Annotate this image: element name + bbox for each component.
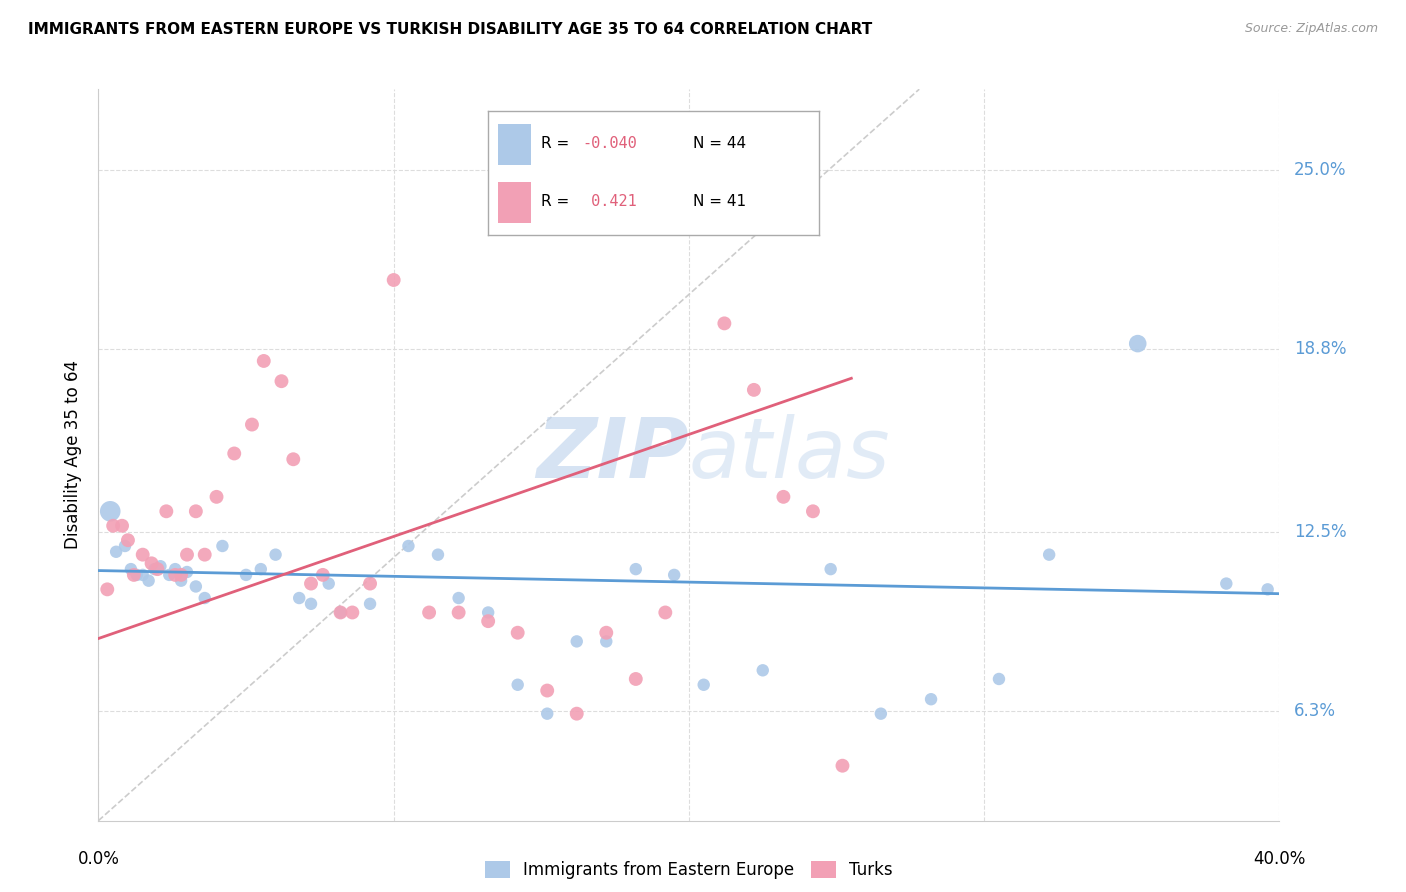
Point bbox=[396, 539, 419, 553]
Point bbox=[165, 562, 187, 576]
Point bbox=[96, 582, 118, 597]
Point bbox=[157, 568, 180, 582]
Y-axis label: Disability Age 35 to 64: Disability Age 35 to 64 bbox=[65, 360, 83, 549]
Text: ZIP: ZIP bbox=[536, 415, 689, 495]
Point bbox=[141, 557, 163, 571]
Point bbox=[920, 692, 942, 706]
Point bbox=[447, 591, 470, 605]
Point bbox=[253, 354, 276, 368]
Point bbox=[506, 678, 529, 692]
Point bbox=[506, 625, 529, 640]
Point bbox=[477, 606, 499, 620]
Point bbox=[312, 568, 335, 582]
Point bbox=[288, 591, 311, 605]
Point bbox=[299, 597, 322, 611]
Point bbox=[382, 273, 405, 287]
Point bbox=[1215, 576, 1237, 591]
Text: 12.5%: 12.5% bbox=[1294, 523, 1347, 541]
Point bbox=[624, 672, 647, 686]
Point bbox=[270, 374, 292, 388]
Point bbox=[111, 518, 134, 533]
Text: IMMIGRANTS FROM EASTERN EUROPE VS TURKISH DISABILITY AGE 35 TO 64 CORRELATION CH: IMMIGRANTS FROM EASTERN EUROPE VS TURKIS… bbox=[28, 22, 872, 37]
Point bbox=[318, 576, 340, 591]
Point bbox=[176, 565, 198, 579]
Point bbox=[240, 417, 263, 432]
Point bbox=[250, 562, 273, 576]
Point bbox=[418, 606, 440, 620]
Point bbox=[170, 574, 193, 588]
Point bbox=[138, 574, 160, 588]
Point bbox=[820, 562, 842, 576]
Text: 0.0%: 0.0% bbox=[77, 850, 120, 868]
Text: 18.8%: 18.8% bbox=[1294, 341, 1346, 359]
Point bbox=[359, 597, 381, 611]
Point bbox=[235, 568, 257, 582]
Point bbox=[801, 504, 824, 518]
Point bbox=[624, 562, 647, 576]
Legend: Immigrants from Eastern Europe, Turks: Immigrants from Eastern Europe, Turks bbox=[478, 854, 900, 886]
Text: 25.0%: 25.0% bbox=[1294, 161, 1346, 179]
Point bbox=[447, 606, 470, 620]
Point bbox=[299, 576, 322, 591]
Point bbox=[565, 634, 588, 648]
Point bbox=[772, 490, 794, 504]
Point bbox=[211, 539, 233, 553]
Point bbox=[329, 606, 352, 620]
Point bbox=[595, 625, 617, 640]
Point bbox=[155, 504, 177, 518]
Point bbox=[224, 446, 246, 460]
Point bbox=[477, 614, 499, 628]
Text: atlas: atlas bbox=[689, 415, 890, 495]
Point bbox=[751, 663, 773, 677]
Point bbox=[713, 317, 735, 331]
Point bbox=[536, 706, 558, 721]
Point bbox=[149, 559, 172, 574]
Point bbox=[565, 706, 588, 721]
Point bbox=[283, 452, 305, 467]
Point bbox=[165, 568, 187, 582]
Point bbox=[342, 606, 364, 620]
Point bbox=[1038, 548, 1060, 562]
Point bbox=[122, 568, 145, 582]
Point bbox=[664, 568, 686, 582]
Point bbox=[831, 758, 853, 772]
Point bbox=[329, 606, 352, 620]
Point bbox=[176, 548, 198, 562]
Text: Source: ZipAtlas.com: Source: ZipAtlas.com bbox=[1244, 22, 1378, 36]
Point bbox=[693, 678, 716, 692]
Point bbox=[103, 518, 125, 533]
Point bbox=[132, 548, 155, 562]
Point bbox=[205, 490, 228, 504]
Point bbox=[120, 562, 142, 576]
Point bbox=[132, 568, 155, 582]
Point bbox=[184, 579, 207, 593]
Point bbox=[427, 548, 450, 562]
Point bbox=[987, 672, 1010, 686]
Point bbox=[117, 533, 139, 548]
Point bbox=[264, 548, 287, 562]
Point bbox=[98, 504, 121, 518]
Point bbox=[194, 591, 217, 605]
Point bbox=[654, 606, 676, 620]
Point bbox=[146, 562, 169, 576]
Point bbox=[105, 545, 128, 559]
Text: 6.3%: 6.3% bbox=[1294, 702, 1336, 720]
Point bbox=[1126, 336, 1149, 351]
Point bbox=[742, 383, 765, 397]
Point bbox=[114, 539, 136, 553]
Point bbox=[184, 504, 207, 518]
Point bbox=[683, 192, 706, 206]
Point bbox=[536, 683, 558, 698]
Point bbox=[595, 634, 617, 648]
Point bbox=[869, 706, 891, 721]
Point bbox=[143, 562, 166, 576]
Point bbox=[359, 576, 381, 591]
Point bbox=[125, 568, 148, 582]
Text: 40.0%: 40.0% bbox=[1253, 850, 1306, 868]
Point bbox=[1257, 582, 1279, 597]
Point bbox=[170, 568, 193, 582]
Point bbox=[194, 548, 217, 562]
